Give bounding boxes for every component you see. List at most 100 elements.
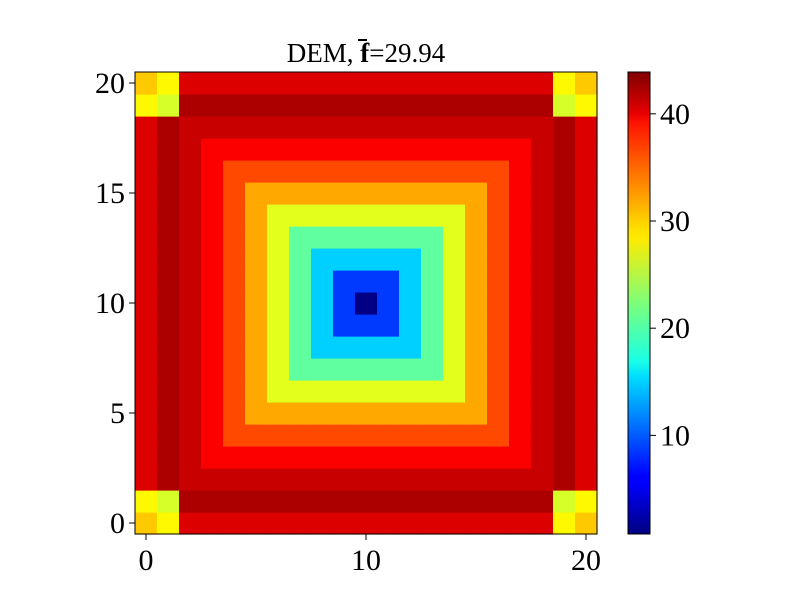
heatmap-cell — [289, 160, 312, 183]
heatmap-cell — [509, 160, 532, 183]
heatmap-cell — [179, 182, 202, 205]
heatmap-cell — [531, 248, 554, 271]
heatmap-cell — [487, 204, 510, 227]
heatmap-cell — [157, 424, 180, 447]
heatmap-cell — [465, 94, 488, 117]
heatmap-cell — [157, 490, 180, 513]
heatmap-cell — [465, 204, 488, 227]
heatmap-cell — [223, 116, 246, 139]
heatmap-cell — [553, 94, 576, 117]
heatmap-cell — [377, 468, 400, 491]
heatmap-cell — [179, 314, 202, 337]
heatmap-cell — [245, 490, 268, 513]
x-tick-label: 20 — [571, 544, 601, 577]
heatmap-cell — [399, 204, 422, 227]
heatmap-cell — [333, 512, 356, 535]
heatmap-cell — [135, 446, 158, 469]
heatmap-cell — [201, 94, 224, 117]
heatmap-cell — [157, 292, 180, 315]
heatmap-cell — [245, 358, 268, 381]
heatmap-cell — [201, 204, 224, 227]
heatmap-cell — [465, 380, 488, 403]
heatmap-cell — [399, 314, 422, 337]
heatmap-cell — [355, 446, 378, 469]
heatmap-cell — [443, 468, 466, 491]
heatmap-cell — [575, 226, 598, 249]
heatmap-cell — [267, 160, 290, 183]
heatmap-cell — [509, 468, 532, 491]
heatmap-cell — [267, 314, 290, 337]
heatmap-cell — [377, 270, 400, 293]
chart-title: DEM, f=29.94 — [287, 38, 446, 68]
heatmap-cell — [487, 292, 510, 315]
heatmap-cell — [377, 424, 400, 447]
heatmap-cell — [443, 512, 466, 535]
heatmap-cell — [201, 468, 224, 491]
heatmap-cell — [575, 314, 598, 337]
heatmap-cell — [509, 72, 532, 95]
heatmap-cell — [531, 160, 554, 183]
heatmap-cell — [487, 248, 510, 271]
heatmap-cell — [267, 380, 290, 403]
heatmap-cell — [179, 446, 202, 469]
heatmap-cell — [355, 94, 378, 117]
heatmap-cell — [245, 72, 268, 95]
heatmap-cell — [421, 446, 444, 469]
heatmap-cell — [289, 292, 312, 315]
heatmap-cell — [377, 204, 400, 227]
heatmap-cell — [553, 182, 576, 205]
heatmap-cell — [443, 490, 466, 513]
heatmap-cell — [267, 226, 290, 249]
heatmap-cell — [377, 490, 400, 513]
heatmap-cell — [443, 446, 466, 469]
heatmap-cell — [179, 138, 202, 161]
heatmap-cell — [311, 204, 334, 227]
heatmap-cell — [311, 72, 334, 95]
heatmap-cell — [223, 72, 246, 95]
heatmap-cell — [223, 248, 246, 271]
heatmap-cell — [421, 512, 444, 535]
heatmap-cell — [157, 314, 180, 337]
heatmap-cell — [553, 204, 576, 227]
heatmap-cell — [553, 72, 576, 95]
heatmap-cell — [311, 490, 334, 513]
heatmap-cell — [355, 160, 378, 183]
y-axis: 0 5 10 15 20 — [95, 67, 135, 540]
heatmap-cell — [289, 490, 312, 513]
heatmap-cell — [135, 116, 158, 139]
heatmap-cell — [355, 204, 378, 227]
heatmap-cell — [157, 358, 180, 381]
heatmap-cell — [443, 116, 466, 139]
heatmap-cell — [377, 380, 400, 403]
heatmap-cell — [179, 512, 202, 535]
heatmap-cell — [223, 292, 246, 315]
heatmap-cell — [289, 94, 312, 117]
heatmap-cell — [575, 270, 598, 293]
heatmap-cell — [157, 226, 180, 249]
heatmap-cell — [399, 270, 422, 293]
heatmap-cell — [377, 446, 400, 469]
heatmap-cell — [179, 160, 202, 183]
y-tick-label: 5 — [110, 397, 125, 430]
heatmap-cell — [465, 182, 488, 205]
heatmap-cell — [377, 182, 400, 205]
heatmap-cell — [531, 182, 554, 205]
heatmap-cell — [311, 468, 334, 491]
heatmap-cell — [575, 160, 598, 183]
heatmap-cell — [333, 468, 356, 491]
heatmap-cell — [157, 336, 180, 359]
heatmap-cell — [575, 94, 598, 117]
heatmap-cell — [377, 292, 400, 315]
colorbar-ticks: 10 20 30 40 — [650, 98, 690, 452]
heatmap-cell — [223, 490, 246, 513]
heatmap-cell — [575, 358, 598, 381]
heatmap-cell — [289, 182, 312, 205]
heatmap-cell — [245, 292, 268, 315]
heatmap-cell — [311, 424, 334, 447]
heatmap-cell — [531, 468, 554, 491]
heatmap-cell — [509, 138, 532, 161]
heatmap-cell — [223, 336, 246, 359]
heatmap-cell — [355, 468, 378, 491]
heatmap-cell — [421, 94, 444, 117]
heatmap-cell — [135, 204, 158, 227]
